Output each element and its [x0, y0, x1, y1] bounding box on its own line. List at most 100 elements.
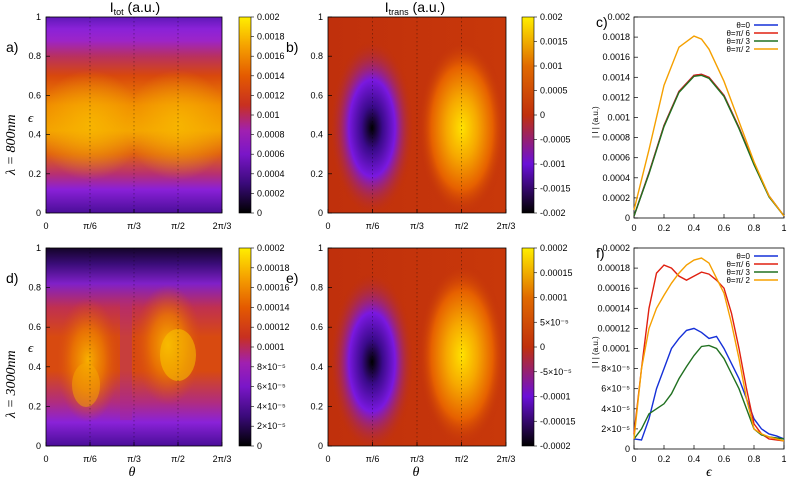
- legend-label-f-0: θ=0: [736, 252, 750, 261]
- colorbar-tick-d: 0.00016: [257, 283, 290, 293]
- y-tick-c: 0.002: [607, 12, 630, 22]
- y-tick-a: 0: [36, 208, 41, 218]
- x-tick-d: π/3: [127, 454, 141, 464]
- colorbar-tick-d: 2×10⁻⁵: [257, 421, 286, 431]
- legend-label-c-2: θ=π/ 3: [726, 37, 750, 46]
- colorbar-tick-a: 0.0016: [257, 51, 285, 61]
- y-tick-d: 0.2: [28, 401, 41, 411]
- colorbar-tick-e: 0.0001: [540, 293, 568, 303]
- y-tick-b: 0.4: [310, 130, 323, 140]
- x-tick-b: π/2: [455, 221, 469, 231]
- x-tick-a: π/2: [171, 221, 185, 231]
- y-tick-a: 0.2: [28, 169, 41, 179]
- colorbar-tick-b: 0.0015: [540, 37, 568, 47]
- y-tick-e: 0: [318, 441, 323, 451]
- y-tick-d: 0.4: [28, 362, 41, 372]
- colorbar-tick-d: 4×10⁻⁵: [257, 401, 286, 411]
- colorbar-tick-b: -0.0005: [540, 135, 571, 145]
- colorbar-tick-d: 8×10⁻⁵: [257, 362, 286, 372]
- panel-label-a: a): [6, 39, 18, 55]
- y-tick-e: 0.6: [310, 322, 323, 332]
- series-line-f-3: [633, 257, 785, 442]
- colorbar-tick-b: 0.001: [540, 61, 563, 71]
- y-tick-c: 0.0014: [602, 72, 630, 82]
- colorbar-tick-a: 0.0018: [257, 32, 285, 42]
- x-tick-a: π/3: [127, 221, 141, 231]
- panel-f: f) | I | (a.u.) ϵ 0 0.2 0.4 0.6 0.8 1 0 2×10⁻⁵ 4…: [591, 243, 787, 480]
- x-tick-f: 0.4: [688, 454, 701, 464]
- y-tick-d: 1: [36, 243, 41, 253]
- x-tick-a: π/6: [83, 221, 97, 231]
- panel-d: d) ϵ λ = 3000nm θ 0 π/6 π/3 π/2 2π/3 0 0.2 0.4 0…: [4, 243, 290, 480]
- x-tick-c: 1: [781, 223, 786, 233]
- colorbar-b: [521, 16, 535, 214]
- y-tick-b: 0.6: [310, 90, 323, 100]
- y-tick-b: 0.2: [310, 169, 323, 179]
- colorbar-tick-a: 0.0002: [257, 188, 285, 198]
- colorbar-tick-b: -0.001: [540, 159, 566, 169]
- colorbar-tick-a: 0.0008: [257, 130, 285, 140]
- x-tick-f: 1: [781, 454, 786, 464]
- colorbar-tick-e: -0.0002: [540, 441, 571, 451]
- panel-label-c: c): [596, 14, 608, 30]
- y-tick-c: 0.0004: [602, 173, 630, 183]
- colorbar-tick-d: 0.00018: [257, 263, 290, 273]
- x-tick-f: 0.8: [748, 454, 761, 464]
- colorbar-tick-a: 0.0014: [257, 71, 285, 81]
- x-tick-c: 0: [631, 223, 636, 233]
- y-tick-f: 0.00014: [597, 303, 630, 313]
- y-tick-e: 1: [318, 243, 323, 253]
- x-tick-b: π/3: [410, 221, 424, 231]
- y-tick-a: 1: [36, 12, 41, 22]
- xlabel-f: ϵ: [706, 465, 713, 480]
- colorbar-tick-a: 0.0006: [257, 149, 285, 159]
- panel-b: b) Itrans (a.u.) 0 π/6 π/3 π/2 2π/3 0 0.2 0.4 0.…: [286, 0, 571, 231]
- y-tick-f: 4×10⁻⁵: [601, 404, 630, 414]
- y-tick-b: 1: [318, 12, 323, 22]
- x-tick-b: π/6: [366, 221, 380, 231]
- ylabel-c: | I | (a.u.): [591, 106, 600, 138]
- colorbar-tick-d: 0: [257, 441, 262, 451]
- panel-a: a) Itot (a.u.) ϵ λ = 800nm 0 π/6 π/3 π/2 2π/…: [4, 0, 285, 231]
- y-tick-f: 0.00016: [597, 283, 630, 293]
- colorbar-tick-d: 0.0001: [257, 342, 285, 352]
- y-tick-d: 0.6: [28, 322, 41, 332]
- x-tick-e: π/2: [455, 454, 469, 464]
- x-tick-c: 0.6: [718, 223, 731, 233]
- x-tick-b: 0: [325, 221, 330, 231]
- x-tick-f: 0.2: [658, 454, 671, 464]
- panel-title-b: Itrans (a.u.): [385, 0, 445, 17]
- colorbar-tick-a: 0.002: [257, 12, 280, 22]
- colorbar-tick-e: 0.00015: [540, 268, 573, 278]
- colorbar-tick-b: 0.002: [540, 12, 563, 22]
- series-line-f-0: [633, 327, 785, 441]
- series-line-c-3: [633, 35, 785, 217]
- y-tick-c: 0.0018: [602, 32, 630, 42]
- colorbar-tick-b: 0.0005: [540, 86, 568, 96]
- colorbar-e: [521, 247, 535, 447]
- colorbar-tick-e: -5×10⁻⁵: [540, 367, 572, 377]
- x-tick-e: 0: [325, 454, 330, 464]
- y-tick-c: 0.0006: [602, 153, 630, 163]
- legend-label-c-0: θ=0: [736, 21, 750, 30]
- y-tick-f: 0.0002: [602, 243, 630, 253]
- x-tick-d: π/2: [171, 454, 185, 464]
- y-tick-c: 0: [625, 213, 630, 223]
- y-tick-f: 8×10⁻⁵: [601, 364, 630, 374]
- y-tick-c: 0.001: [607, 113, 630, 123]
- x-tick-f: 0: [631, 454, 636, 464]
- y-tick-f: 0: [625, 444, 630, 454]
- x-tick-d: π/6: [83, 454, 97, 464]
- y-tick-f: 6×10⁻⁵: [601, 384, 630, 394]
- colorbar-tick-d: 0.00012: [257, 322, 290, 332]
- y-tick-c: 0.0012: [602, 92, 630, 102]
- panel-title-a: Itot (a.u.): [110, 0, 160, 17]
- y-tick-d: 0.8: [28, 283, 41, 293]
- colorbar-tick-d: 0.00014: [257, 302, 290, 312]
- y-tick-f: 0.0001: [602, 344, 630, 354]
- colorbar-tick-b: -0.002: [540, 208, 566, 218]
- y-tick-e: 0.4: [310, 362, 323, 372]
- y-tick-a: 0.8: [28, 51, 41, 61]
- panel-c: c) | I | (a.u.) 0 0.2 0.4 0.6 0.8 1 0 0.0002 0.0…: [591, 12, 787, 233]
